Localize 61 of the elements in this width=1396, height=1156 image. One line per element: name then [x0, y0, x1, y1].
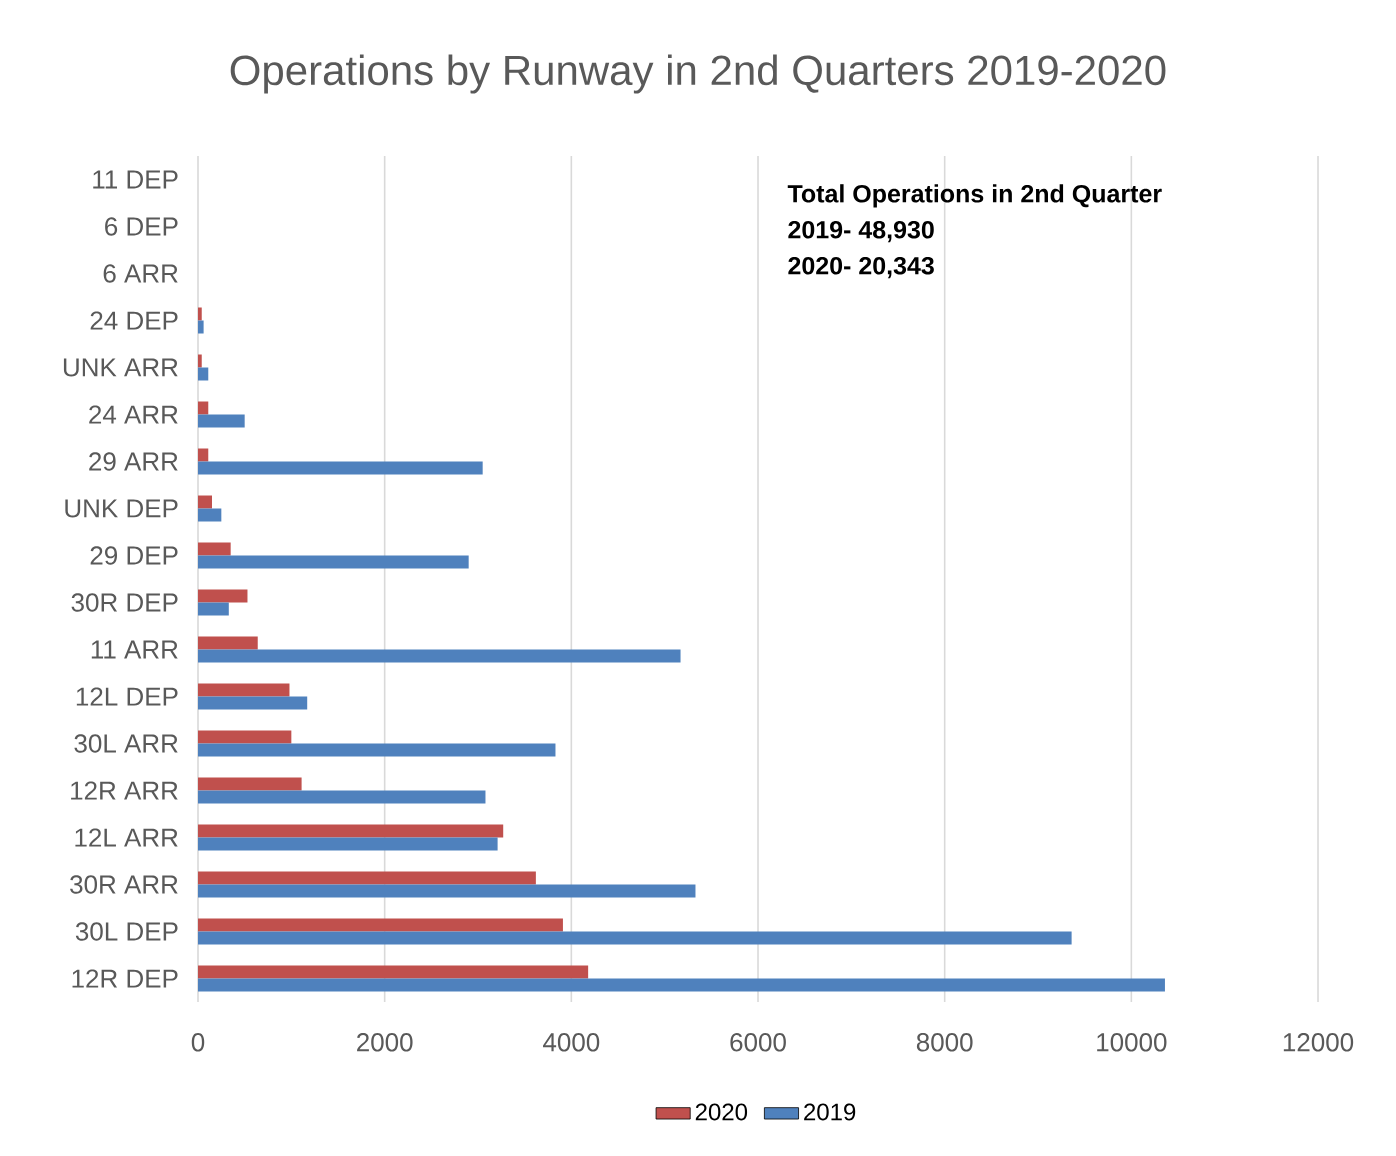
bar — [198, 602, 229, 616]
x-tick-label: 2000 — [357, 1033, 413, 1052]
bar — [198, 649, 681, 663]
x-tick-label: 6000 — [730, 1033, 786, 1052]
bar — [198, 696, 308, 710]
y-tick-label: 24 DEP — [90, 311, 178, 330]
bar — [198, 978, 1165, 992]
bar — [198, 367, 209, 381]
bar — [198, 871, 536, 885]
y-tick-label: 12L ARR — [75, 828, 178, 847]
bar — [198, 777, 302, 791]
bar — [198, 555, 469, 569]
legend-label: 2020 — [695, 1103, 748, 1121]
bar — [198, 837, 498, 851]
chart-title: Operations by Runway in 2nd Quarters 2019-2020 — [230, 54, 1166, 94]
x-tick-label: 10000 — [1097, 1033, 1167, 1052]
annotation: 2020- 20,343 — [788, 256, 934, 279]
y-tick-label: 12R ARR — [71, 781, 178, 800]
bar — [198, 743, 556, 757]
x-tick-label: 4000 — [543, 1033, 600, 1052]
annotation: 2019- 48,930 — [788, 220, 934, 243]
y-tick-label: 6 ARR — [103, 264, 178, 283]
bar — [198, 448, 209, 462]
y-tick-label: 30R DEP — [71, 593, 178, 612]
x-tick-label: 8000 — [916, 1033, 973, 1052]
y-tick-label: UNK DEP — [65, 499, 178, 518]
y-tick-label: 24 ARR — [89, 405, 178, 424]
bar — [198, 542, 231, 556]
bar — [198, 683, 290, 697]
bar — [198, 320, 204, 334]
y-tick-label: 11 DEP — [93, 170, 178, 189]
y-tick-label: 11 ARR — [91, 640, 178, 659]
bar — [198, 965, 589, 979]
y-tick-label: UNK ARR — [63, 358, 178, 377]
bar — [198, 931, 1072, 945]
bar — [198, 508, 222, 522]
bar — [198, 461, 483, 475]
y-tick-label: 29 DEP — [90, 546, 178, 565]
x-tick-label: 0 — [191, 1033, 205, 1052]
y-tick-label: 12L DEP — [76, 687, 178, 706]
bar — [198, 790, 486, 804]
bar — [198, 730, 292, 744]
bar — [198, 414, 245, 428]
bar — [198, 307, 202, 321]
annotation: Total Operations in 2nd Quarter — [787, 184, 1162, 208]
y-tick-label: 12R DEP — [72, 969, 178, 988]
y-tick-label: 30L DEP — [75, 922, 178, 941]
y-tick-label: 6 DEP — [105, 217, 178, 236]
bar — [198, 824, 504, 838]
bar — [198, 884, 696, 898]
bar — [198, 354, 202, 368]
bar — [198, 918, 563, 932]
bar — [198, 636, 258, 650]
x-tick-label: 12000 — [1283, 1033, 1354, 1052]
bar — [198, 589, 248, 603]
bar — [198, 401, 209, 415]
y-tick-label: 30L ARR — [74, 734, 178, 753]
bar — [198, 495, 212, 509]
y-tick-label: 30R ARR — [70, 875, 178, 894]
legend-label: 2019 — [804, 1103, 856, 1121]
y-tick-label: 29 ARR — [89, 452, 178, 471]
